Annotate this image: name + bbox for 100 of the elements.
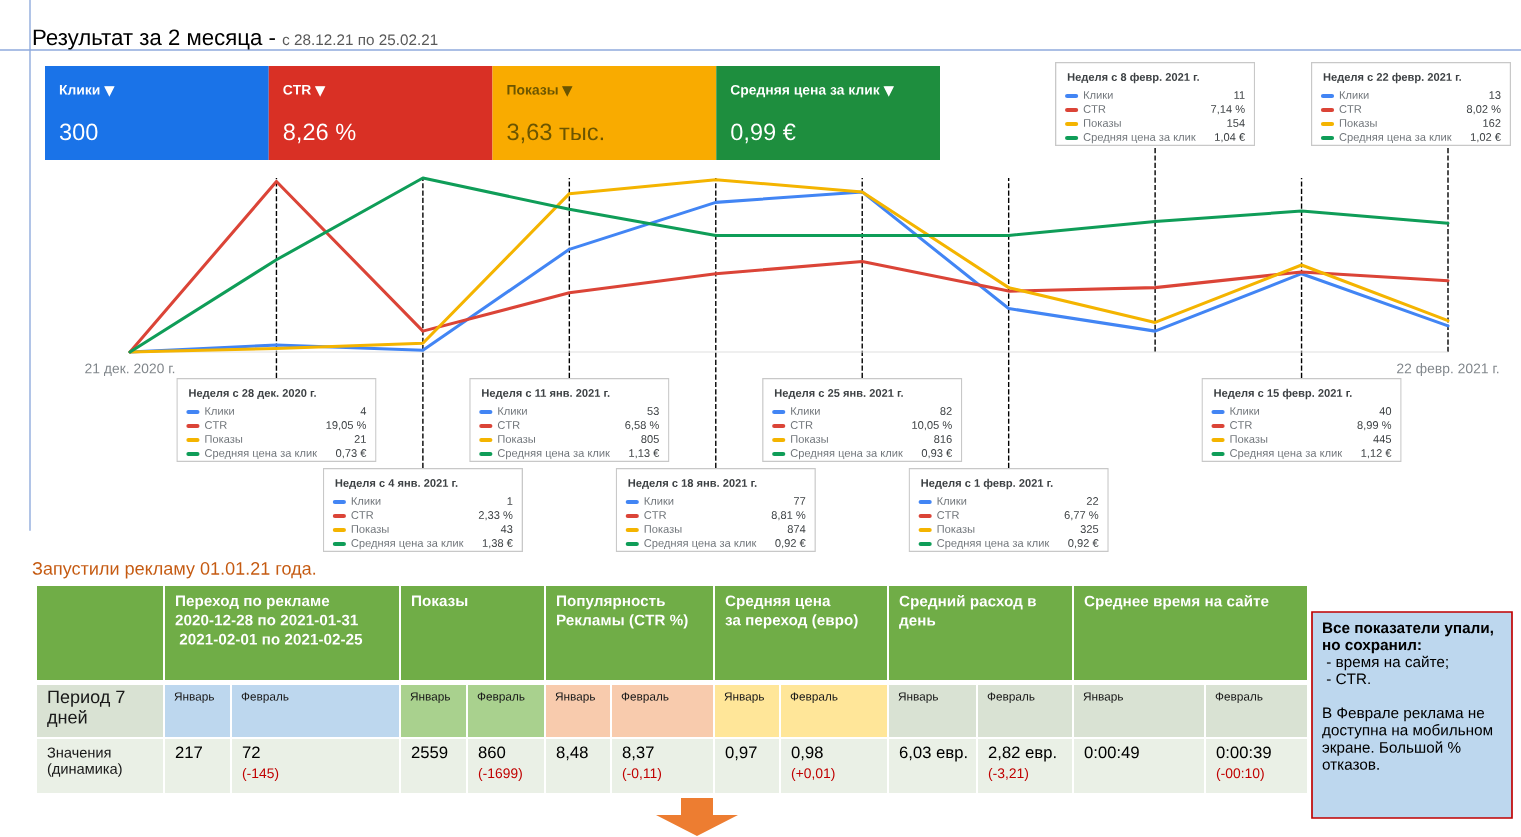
category-label: CTR (1339, 105, 1362, 113)
text: 445 (1373, 435, 1392, 443)
text: 11 (1234, 91, 1245, 99)
text: 1,02 € (1470, 133, 1501, 143)
text: 43 (500, 525, 513, 533)
category-label: CTR (205, 421, 227, 429)
category-label: Средняя цена за клик (351, 539, 464, 550)
category-label: Клики (644, 497, 674, 505)
category-label: Показы (412, 595, 468, 607)
text: 1 (507, 497, 513, 505)
text: 53 (647, 407, 659, 415)
text: Неделя с 11 янв. 2021 г. (482, 389, 610, 400)
text: 154 (1227, 119, 1245, 127)
text: 4 (360, 407, 367, 415)
text: Январь (174, 692, 214, 704)
text: 2,33 % (478, 511, 513, 521)
category-label: Клики (1084, 91, 1113, 99)
text: Январь (410, 692, 450, 704)
category-label: Показы (498, 435, 535, 443)
category-label: Период 7 дней (47, 690, 125, 727)
text: 72 (-145) (242, 746, 279, 781)
text: 8,81 % (771, 511, 806, 521)
category-label: Средняя цена за клик (205, 449, 318, 460)
text: 82 (940, 407, 952, 415)
text: Неделя с 1 февр. 2021 г. (921, 478, 1053, 490)
text: 805 (641, 435, 659, 443)
category-label: Средняя цена за клик (644, 539, 757, 550)
text: 6,58 % (625, 421, 659, 431)
text: 6,77 % (1064, 511, 1099, 521)
text: 8,99 % (1357, 421, 1392, 431)
text: Январь (1083, 692, 1123, 704)
category-label: Клики (1339, 91, 1369, 99)
category-label: Средняя цена за переход (евро) (725, 595, 858, 629)
category-label: Средняя цена за клик (497, 449, 610, 460)
category-label: Показы (1084, 119, 1121, 127)
category-label: CTR (497, 421, 520, 429)
category-label: Средняя цена за клик (790, 449, 903, 460)
category-label: Средняя цена за клик (730, 84, 880, 98)
x-tick-label: 21 дек. 2020 г. (85, 363, 175, 376)
text: 0,99 € (731, 123, 796, 144)
text: 0,93 € (921, 449, 953, 459)
text: 13 (1489, 91, 1501, 99)
text: 8,48 (556, 746, 588, 761)
text: 8,26 % (283, 123, 356, 144)
category-label: CTR (644, 511, 667, 519)
text: 0,97 (725, 746, 757, 761)
text: 1,38 € (482, 539, 513, 549)
category-label: CTR (790, 421, 813, 429)
category-label: Средняя цена за клик (1339, 133, 1452, 144)
text: 217 (175, 746, 202, 759)
category-label: Клики (1230, 407, 1260, 415)
text: Неделя с 22 февр. 2021 г. (1323, 72, 1461, 84)
category-label: Показы (644, 525, 682, 533)
category-label: Клики (791, 407, 820, 415)
category-label: Средняя цена за клик (1230, 449, 1343, 460)
text: 2,82 евр. (-3,21) (988, 746, 1056, 781)
text: 19,05 % (326, 421, 367, 431)
text: 0:00:39 (-00:10) (1216, 746, 1271, 781)
x-tick-label: 22 февр. 2021 г. (1397, 363, 1499, 377)
category-label: Показы (937, 525, 975, 533)
text: 40 (1379, 407, 1392, 415)
text: 3,63 тыс. (507, 123, 604, 144)
text: Неделя с 25 янв. 2021 г. (774, 389, 903, 400)
text: Январь (724, 692, 764, 704)
text: 162 (1483, 119, 1501, 127)
text: Все показатели упали, но сохранил: (1323, 622, 1493, 654)
text: 22 (1086, 497, 1099, 505)
text: Неделя с 15 февр. 2021 г. (1214, 388, 1352, 400)
text: 1,13 € (629, 449, 660, 459)
text: Неделя с 18 янв. 2021 г. (628, 479, 757, 490)
text: Неделя с 8 февр. 2021 г. (1067, 72, 1199, 84)
text: 0:00:49 (1084, 746, 1139, 759)
category-label: Среднее время на сайте (1084, 595, 1269, 610)
text: 8,37 (-0,11) (622, 746, 662, 781)
category-label: Показы (1339, 119, 1377, 127)
category-label: Показы (1230, 435, 1268, 443)
text: 1,04 € (1215, 133, 1245, 143)
category-label: Клики (937, 497, 967, 505)
text: Февраль (790, 692, 838, 704)
text: 1,12 € (1361, 449, 1392, 459)
text: 6,03 евр. (899, 746, 967, 762)
text: 2559 (411, 746, 448, 759)
category-label: CTR (351, 511, 374, 519)
category-label: Показы (507, 85, 558, 95)
category-label: CTR (937, 511, 959, 519)
text: 860 (-1699) (478, 746, 522, 781)
text: Январь (555, 692, 595, 704)
text: 77 (793, 497, 806, 505)
category-label: Популярность Рекламы (CTR %) (557, 595, 688, 629)
category-label: CTR (283, 84, 312, 95)
text: 10,05 % (912, 421, 952, 431)
category-label: Переход по рекламе 2020-12-28 по 2021-01-31 2021-02-01 по 2021-02-25 (175, 595, 363, 645)
text: 874 (787, 525, 806, 533)
text: Февраль (477, 692, 525, 704)
text: 21 (354, 435, 366, 443)
text: Февраль (987, 692, 1035, 704)
text: 0,92 € (1068, 539, 1099, 549)
category-label: CTR (1083, 105, 1106, 113)
text: 7,14 % (1211, 105, 1245, 115)
text: 0,92 € (775, 539, 806, 549)
